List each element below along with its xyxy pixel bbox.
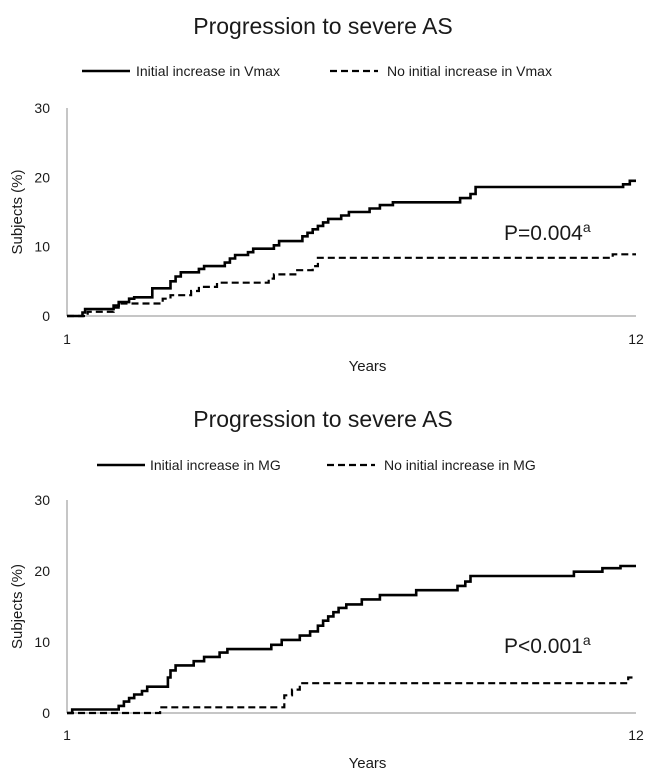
x-tick-label-1: 1 xyxy=(63,331,71,347)
series-line-no-initial-increase xyxy=(67,253,636,318)
y-tick-label-20: 20 xyxy=(34,563,50,579)
x-axis-label: Years xyxy=(349,358,387,375)
legend-label-2: No initial increase in MG xyxy=(384,457,536,473)
series-line-initial-increase xyxy=(67,179,636,318)
legend-label-2: No initial increase in Vmax xyxy=(387,63,552,79)
y-axis-label: Subjects (%) xyxy=(9,169,26,254)
legend-label-1: Initial increase in Vmax xyxy=(136,63,280,79)
series-line-initial-increase xyxy=(67,564,636,715)
series-line-no-initial-increase xyxy=(67,676,636,715)
y-axis-label: Subjects (%) xyxy=(9,564,26,649)
chart-title: Progression to severe AS xyxy=(193,406,453,432)
x-tick-label-12: 12 xyxy=(628,727,644,743)
y-tick-label-20: 20 xyxy=(34,169,50,185)
y-tick-label-30: 30 xyxy=(34,492,50,508)
x-tick-label-1: 1 xyxy=(63,727,71,743)
chart-title: Progression to severe AS xyxy=(193,13,453,39)
y-tick-label-10: 10 xyxy=(34,239,50,255)
y-tick-label-10: 10 xyxy=(34,634,50,650)
chart-panel-1: Progression to severe AS Initial increase… xyxy=(9,13,644,375)
x-tick-label-12: 12 xyxy=(628,331,644,347)
p-value-annotation: P=0.004a xyxy=(504,219,591,245)
y-tick-label-0: 0 xyxy=(42,705,50,721)
p-value-annotation: P<0.001a xyxy=(504,632,591,658)
chart-panel-2: Progression to severe AS Initial increase… xyxy=(9,406,644,770)
legend-label-1: Initial increase in MG xyxy=(150,457,281,473)
x-axis-label: Years xyxy=(349,755,387,770)
y-tick-label-30: 30 xyxy=(34,100,50,116)
y-tick-label-0: 0 xyxy=(42,308,50,324)
